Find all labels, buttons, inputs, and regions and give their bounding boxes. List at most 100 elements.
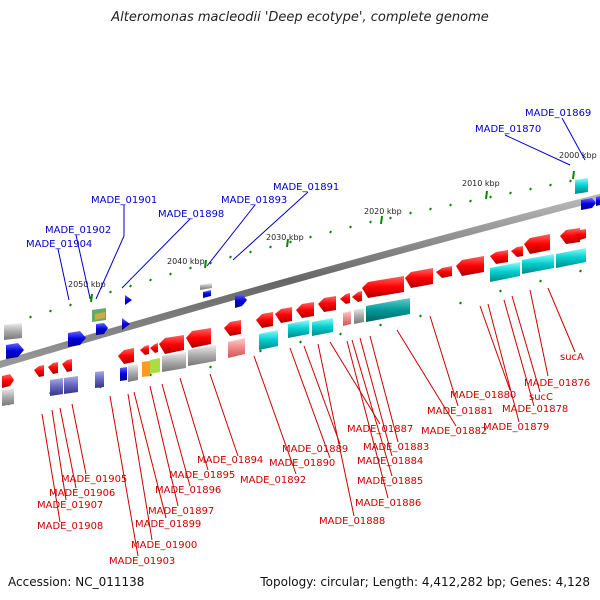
tick-2000kbp: 2000 kbp (559, 151, 597, 160)
gene (6, 343, 24, 359)
gene (235, 294, 247, 308)
gene (511, 246, 523, 257)
gene-label[interactable]: MADE_01880 (450, 390, 516, 401)
gene-label[interactable]: MADE_01892 (240, 475, 306, 486)
gene-label[interactable]: MADE_01902 (45, 225, 111, 236)
bottom-leaders (41, 287, 576, 557)
gene-label[interactable]: MADE_01890 (269, 458, 335, 469)
gene-label[interactable]: MADE_01908 (37, 521, 103, 532)
reverse-genes-row1 (2, 228, 586, 388)
gene (64, 376, 78, 394)
tick-2010kbp: 2010 kbp (462, 179, 500, 188)
gene-label[interactable]: MADE_01899 (135, 519, 201, 530)
gene (50, 378, 63, 396)
gene-label[interactable]: MADE_01878 (502, 404, 568, 415)
gene-label[interactable]: MADE_01897 (148, 506, 214, 517)
gene-label[interactable]: sucC (529, 392, 553, 403)
gene-label[interactable]: MADE_01887 (347, 424, 413, 435)
gene (362, 276, 404, 298)
gene-label[interactable]: MADE_01885 (357, 476, 423, 487)
top-leaders (57, 117, 586, 301)
gene (122, 318, 130, 330)
gene (343, 311, 351, 326)
gene (48, 362, 58, 374)
gene (96, 323, 108, 335)
gene (524, 234, 550, 254)
gene (556, 248, 586, 268)
gene (318, 296, 336, 312)
gene-label[interactable]: MADE_01894 (197, 455, 263, 466)
gene-label[interactable]: MADE_01895 (169, 470, 235, 481)
gene (354, 308, 364, 324)
gene-label[interactable]: MADE_01901 (91, 195, 157, 206)
accession-text: Accession: NC_011138 (8, 575, 145, 589)
tick-2040kbp: 2040 kbp (167, 257, 205, 266)
gene (200, 283, 212, 290)
genome-title: Alteromonas macleodii 'Deep ecotype', co… (111, 10, 489, 25)
gene (150, 358, 160, 374)
gene-label[interactable]: MADE_01888 (319, 516, 385, 527)
gene-label[interactable]: MADE_01900 (131, 540, 197, 551)
gene (340, 293, 350, 304)
gene (95, 371, 104, 388)
gene (228, 338, 245, 358)
gene (125, 295, 132, 305)
gene-label[interactable]: MADE_01883 (363, 442, 429, 453)
gene (186, 328, 211, 348)
gene-label[interactable]: MADE_01907 (37, 500, 103, 511)
outer-tick-ring (29, 170, 575, 319)
gene (159, 335, 184, 354)
gene (2, 374, 14, 388)
gene-label[interactable]: sucA (560, 352, 584, 363)
gene (490, 262, 520, 282)
gene (456, 256, 484, 276)
gene-label[interactable]: MADE_01893 (221, 195, 287, 206)
gene (490, 250, 508, 264)
gene (288, 320, 309, 338)
top-labels: MADE_01869 MADE_01870 MADE_01891 MADE_01… (26, 108, 591, 250)
gene-label[interactable]: MADE_01869 (525, 108, 591, 119)
gene (366, 298, 410, 322)
forward-genes (4, 178, 600, 359)
gene (224, 320, 241, 336)
gene-label[interactable]: MADE_01886 (355, 498, 421, 509)
gene-label[interactable]: MADE_01881 (427, 406, 493, 417)
gene-label[interactable]: MADE_01876 (524, 378, 590, 389)
gene-label[interactable]: MADE_01904 (26, 239, 92, 250)
gene (2, 388, 14, 406)
gene (522, 254, 554, 274)
gene (34, 365, 44, 377)
gene-label[interactable]: MADE_01882 (421, 426, 487, 437)
gene (405, 268, 433, 288)
tick-2020kbp: 2020 kbp (364, 207, 402, 216)
inner-tick-ring (7, 269, 582, 406)
gene-label[interactable]: MADE_01879 (483, 422, 549, 433)
gene (128, 364, 138, 382)
gene (581, 198, 596, 210)
gene-label[interactable]: MADE_01891 (273, 182, 339, 193)
gene (68, 331, 86, 347)
gene (203, 290, 211, 298)
tick-2030kbp: 2030 kbp (266, 233, 304, 242)
gene (312, 318, 333, 336)
gene (256, 312, 273, 328)
gene (188, 345, 216, 366)
gene-label[interactable]: MADE_01896 (155, 485, 221, 496)
topology-text: Topology: circular; Length: 4,412,282 bp… (260, 575, 590, 589)
gene-label[interactable]: MADE_01903 (109, 556, 175, 567)
gene-label[interactable]: MADE_01906 (49, 488, 115, 499)
gene (596, 196, 600, 206)
gene-label[interactable]: MADE_01870 (475, 124, 541, 135)
gene (95, 312, 105, 320)
gene (120, 367, 127, 381)
gene (4, 323, 22, 340)
gene (140, 345, 149, 355)
gene-label[interactable]: MADE_01884 (357, 456, 423, 467)
gene (575, 178, 588, 194)
gene-label[interactable]: MADE_01898 (158, 209, 224, 220)
gene (352, 291, 362, 302)
gene-label[interactable]: MADE_01889 (282, 444, 348, 455)
gene (436, 266, 452, 278)
gene-label[interactable]: MADE_01905 (61, 474, 127, 485)
